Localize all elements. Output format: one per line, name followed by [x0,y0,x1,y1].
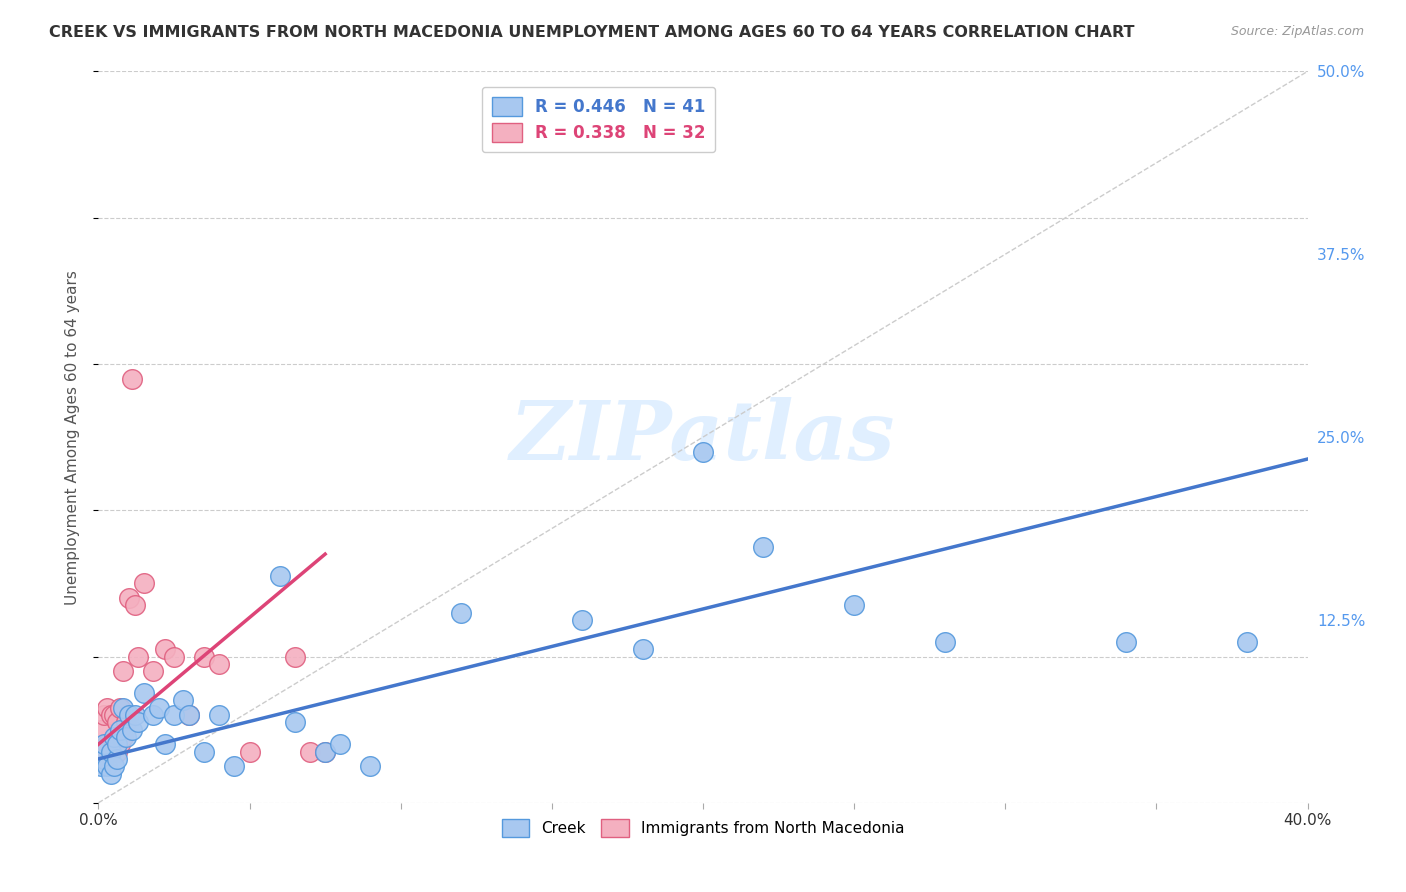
Point [132,576,155,591]
Point [103,737,125,751]
Point [100,708,122,723]
Point [103,759,125,773]
Point [179,708,201,723]
Y-axis label: Unemployment Among Ages 60 to 64 years: Unemployment Among Ages 60 to 64 years [65,269,80,605]
Point [114,730,136,744]
Point [124,599,146,613]
Point [127,649,149,664]
Point [121,371,143,385]
Point [142,664,165,678]
Point [103,708,125,723]
Point [90,723,112,737]
Point [127,715,149,730]
Point [752,540,775,554]
Point [111,730,134,744]
Point [108,737,131,751]
Point [692,444,714,458]
Point [1115,635,1137,649]
Point [100,745,122,759]
Point [111,664,134,678]
Point [163,708,186,723]
Point [314,745,336,759]
Point [108,700,131,714]
Point [269,569,291,583]
Legend: Creek, Immigrants from North Macedonia: Creek, Immigrants from North Macedonia [495,813,911,843]
Point [844,599,866,613]
Point [105,737,128,751]
Point [934,635,956,649]
Point [90,759,112,773]
Point [284,649,307,664]
Text: CREEK VS IMMIGRANTS FROM NORTH MACEDONIA UNEMPLOYMENT AMONG AGES 60 TO 64 YEARS : CREEK VS IMMIGRANTS FROM NORTH MACEDONIA… [49,25,1135,40]
Point [100,766,122,780]
Point [299,745,322,759]
Point [153,642,176,657]
Point [114,715,136,730]
Point [118,591,141,605]
Point [105,715,128,730]
Point [93,752,115,766]
Point [193,745,215,759]
Point [631,642,654,657]
Point [121,723,143,737]
Point [90,745,112,759]
Point [105,752,128,766]
Point [105,745,128,759]
Point [360,759,382,773]
Point [96,759,118,773]
Point [284,715,307,730]
Point [314,745,336,759]
Point [124,708,146,723]
Point [239,745,262,759]
Point [148,700,170,714]
Text: ZIPatlas: ZIPatlas [510,397,896,477]
Point [111,700,134,714]
Point [96,737,118,751]
Point [208,708,231,723]
Point [193,649,215,664]
Point [100,745,122,759]
Point [118,708,141,723]
Point [329,737,352,751]
Point [208,657,231,671]
Point [1236,635,1258,649]
Point [93,737,115,751]
Point [93,752,115,766]
Point [224,759,246,773]
Point [163,649,186,664]
Point [93,708,115,723]
Point [103,730,125,744]
Text: Source: ZipAtlas.com: Source: ZipAtlas.com [1230,25,1364,38]
Point [108,723,131,737]
Point [571,613,593,627]
Point [132,686,155,700]
Point [142,708,165,723]
Point [179,708,201,723]
Point [450,606,472,620]
Point [96,700,118,714]
Point [172,693,194,707]
Point [153,737,176,751]
